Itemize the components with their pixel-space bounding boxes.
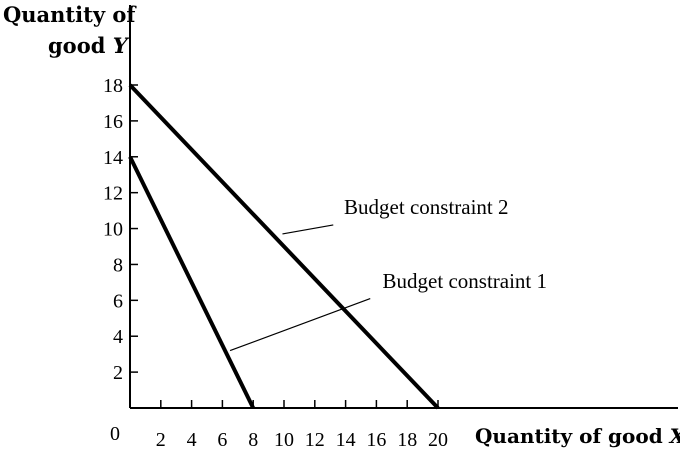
budget-constraint-1-line: [128, 155, 255, 409]
x-tick-label: 2: [156, 429, 166, 451]
y-tick-label: 12: [103, 183, 123, 205]
y-tick-label: 8: [113, 254, 123, 276]
x-tick-label: 18: [397, 429, 417, 451]
origin-label: 0: [110, 423, 120, 445]
x-tick-label: 14: [336, 429, 356, 451]
x-tick-label: 6: [217, 429, 227, 451]
line-annotations: Budget constraint 2 Budget constraint 1: [229, 195, 547, 352]
x-tick-label: 20: [428, 429, 448, 451]
y-tick-label: 14: [103, 147, 123, 169]
annotation-label: Budget constraint 2: [344, 195, 508, 219]
y-tick-label: 4: [113, 326, 123, 348]
annotation-label: Budget constraint 1: [383, 269, 547, 293]
y-axis-label-line2: good Y: [48, 33, 130, 58]
x-tick-label: 4: [187, 429, 197, 451]
annotation-pointer: [229, 297, 371, 352]
x-axis-label: Quantity of good X: [475, 424, 680, 448]
x-tick-label: 16: [366, 429, 386, 451]
y-axis-label-line1: Quantity of: [3, 2, 137, 27]
x-tick-label: 8: [248, 429, 258, 451]
y-tick-label: 2: [113, 362, 123, 384]
budget-lines: [128, 83, 440, 410]
annotation-pointer: [282, 224, 334, 235]
y-tick-label: 6: [113, 290, 123, 312]
budget-constraint-2-line: [128, 83, 440, 410]
y-tick-label: 16: [103, 111, 123, 133]
y-tick-label: 10: [103, 219, 123, 241]
x-tick-label: 10: [274, 429, 294, 451]
y-tick-label: 18: [103, 75, 123, 97]
x-tick-label: 12: [305, 429, 325, 451]
